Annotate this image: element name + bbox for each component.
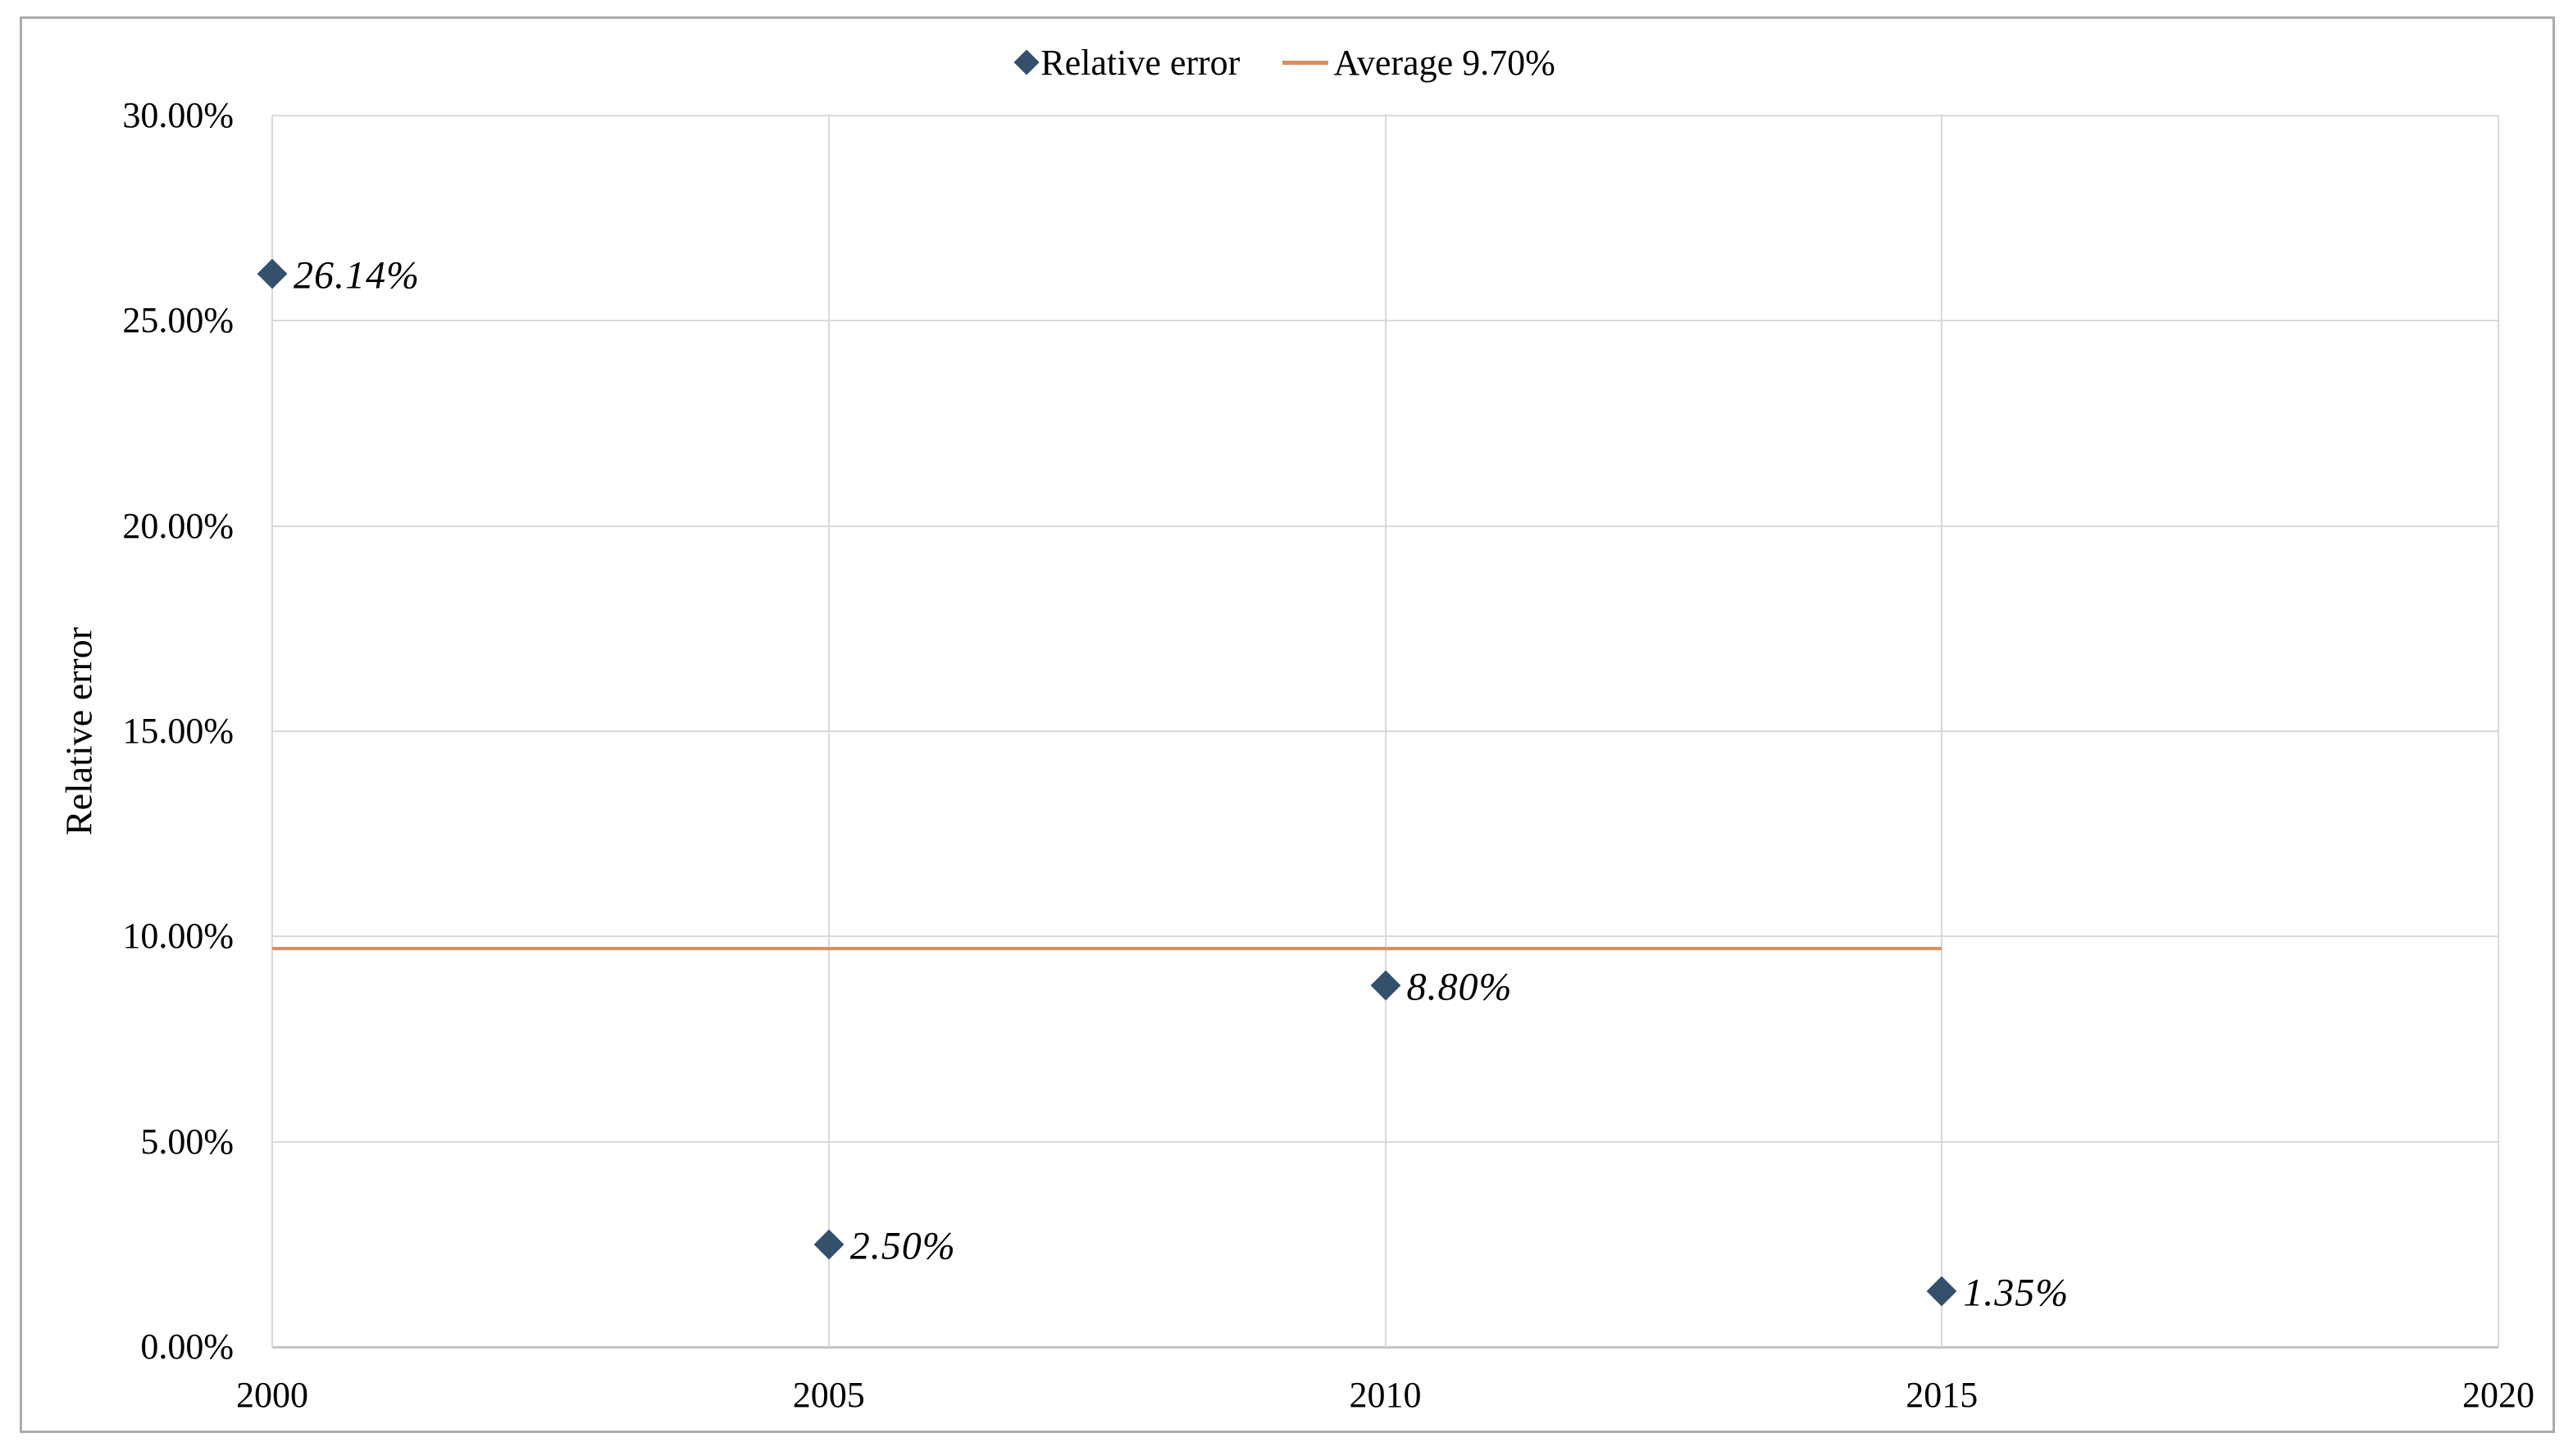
x-tick-label: 2005: [792, 1375, 865, 1415]
y-tick-label: 30.00%: [122, 95, 234, 135]
x-tick-label: 2010: [1349, 1375, 1422, 1415]
y-tick-label: 0.00%: [140, 1326, 234, 1367]
legend-item: Relative error: [1013, 42, 1241, 84]
data-point-label: 26.14%: [294, 253, 420, 298]
x-gridline: [271, 116, 273, 1347]
chart-frame: [20, 16, 2555, 1433]
x-gridline: [1384, 116, 1387, 1347]
legend: Relative error Average 9.70%: [0, 36, 2573, 89]
y-tick-label: 20.00%: [122, 505, 234, 546]
x-gridline: [2498, 116, 2499, 1347]
x-gridline: [1941, 116, 1943, 1347]
x-tick-label: 2000: [236, 1375, 308, 1415]
y-tick-label: 10.00%: [122, 916, 234, 957]
data-point-label: 2.50%: [849, 1224, 956, 1268]
legend-item-label: Relative error: [1041, 42, 1241, 83]
legend-item: Average 9.70%: [1282, 42, 1555, 84]
y-tick-label: 5.00%: [140, 1121, 234, 1162]
legend-marker-line-icon: [1282, 60, 1329, 65]
data-point-label: 1.35%: [1963, 1271, 2070, 1315]
x-gridline: [827, 116, 830, 1347]
y-tick-label: 25.00%: [122, 300, 234, 341]
legend-marker-diamond-icon: [1013, 49, 1040, 75]
x-tick-label: 2020: [2462, 1375, 2534, 1415]
data-point-label: 8.80%: [1406, 965, 1513, 1009]
x-axis-line: [272, 1346, 2498, 1349]
legend-item-label: Average 9.70%: [1333, 42, 1555, 83]
y-tick-label: 15.00%: [122, 711, 234, 751]
x-tick-label: 2015: [1906, 1375, 1979, 1415]
average-line: [272, 947, 1942, 951]
